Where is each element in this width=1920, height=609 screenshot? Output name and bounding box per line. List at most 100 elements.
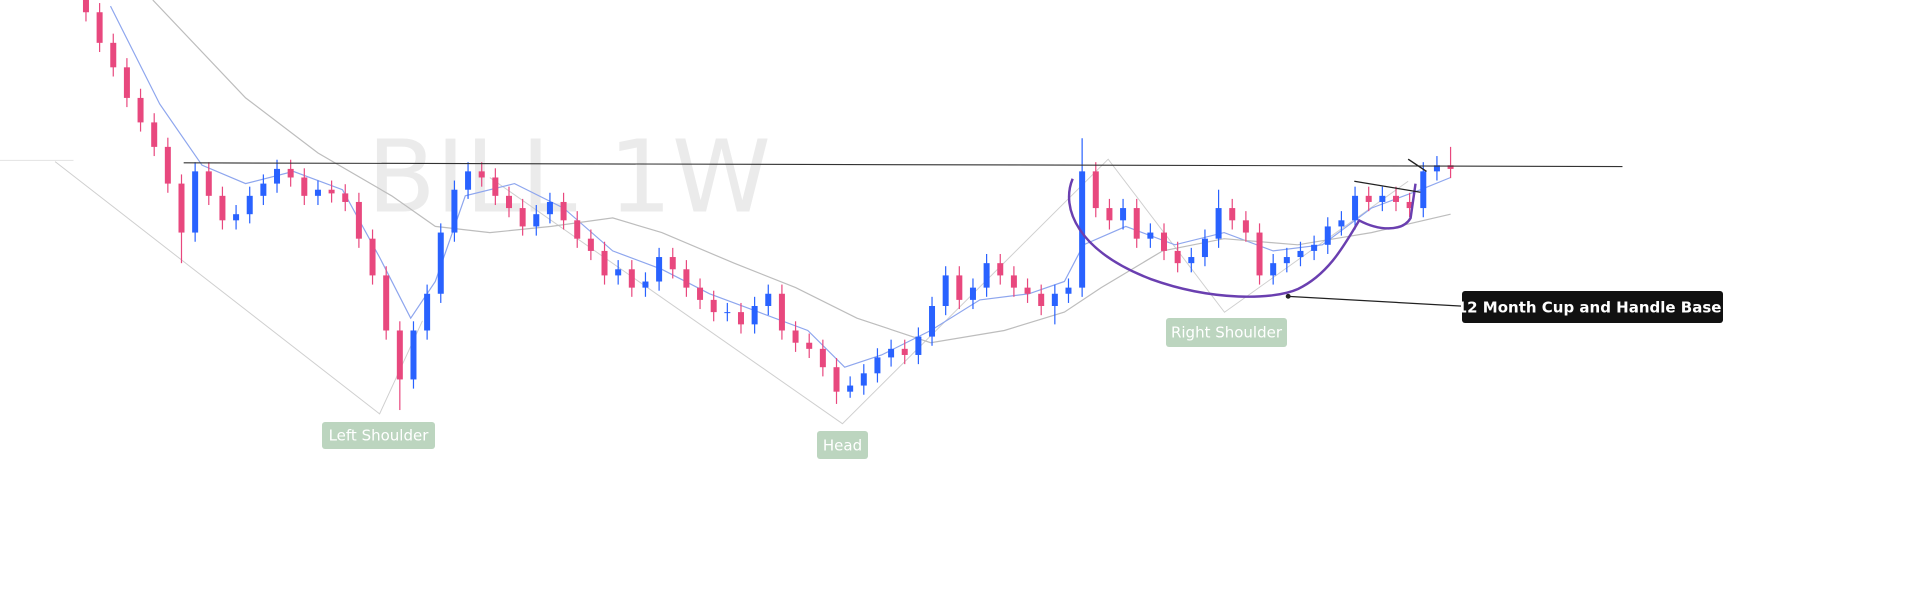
candle-body (1338, 220, 1345, 227)
candle-body (942, 275, 949, 306)
pointer-dot (1285, 293, 1291, 299)
candle-body (1433, 165, 1440, 172)
handle-line (1354, 180, 1421, 193)
candle-body (546, 201, 553, 215)
candle-body (901, 348, 908, 355)
candle-body (396, 330, 403, 380)
head-label: Head (823, 437, 862, 455)
candle-body (1051, 293, 1058, 306)
candle-body (478, 171, 485, 178)
candle-body (969, 287, 976, 300)
candle-body (424, 293, 431, 331)
watermark: BILL 1W (367, 118, 771, 235)
cup-curve (1067, 178, 1417, 298)
candle-body (1392, 195, 1399, 202)
candle-body (465, 171, 472, 190)
candle-body (96, 12, 103, 43)
candle-body (1324, 226, 1331, 245)
candle-body (410, 330, 417, 380)
callout-box (1462, 291, 1723, 323)
candle-body (560, 201, 567, 221)
callout-text: 12 Month Cup and Handle Base! (1457, 299, 1729, 317)
candle-body (1420, 171, 1427, 209)
candle-body (847, 385, 854, 392)
candle-body (369, 238, 376, 276)
candle-body (983, 263, 990, 288)
candle-body (888, 348, 895, 358)
candle-body (874, 357, 881, 374)
candle-body (151, 122, 158, 147)
candle-body (697, 287, 704, 300)
candle-body (1215, 208, 1222, 239)
pattern-lines (0, 158, 1409, 425)
candle-body (505, 195, 512, 209)
candle-body (1147, 232, 1154, 239)
candle-body (765, 293, 772, 306)
candle-body (178, 183, 185, 233)
candle-body (1120, 208, 1127, 221)
candle-body (274, 168, 281, 184)
candle-body (1447, 165, 1454, 169)
candle-body (123, 67, 130, 98)
candle-body (642, 281, 649, 288)
candle-body (792, 330, 799, 343)
candle-body (1038, 293, 1045, 306)
candle-body (929, 306, 936, 337)
candle-body (246, 195, 253, 215)
candle-body (656, 257, 663, 282)
candle-body (355, 201, 362, 239)
label-box (322, 422, 435, 449)
candle-body (328, 189, 335, 194)
candle-body (669, 257, 676, 270)
callout-pointer (1288, 295, 1463, 307)
marks (82, 0, 1454, 411)
candle-body (833, 367, 840, 392)
candle-body (342, 193, 349, 202)
candle-body (1297, 250, 1304, 258)
candle-body (1079, 171, 1086, 288)
candle-body (219, 195, 226, 221)
candle-body (1188, 257, 1195, 264)
candle-body (997, 263, 1004, 276)
candle-body (806, 342, 813, 349)
label-box (817, 431, 868, 459)
candle-body (574, 220, 581, 239)
candle-body (1229, 208, 1236, 221)
candle-body (1270, 263, 1277, 276)
candle-body (192, 171, 199, 233)
right-shoulder-label: Right Shoulder (1171, 324, 1283, 342)
moving-average (152, 0, 1451, 344)
candle-body (519, 208, 526, 227)
candle-body (383, 275, 390, 331)
candle-body (1365, 195, 1372, 202)
candle-body (205, 171, 212, 196)
candle-body (110, 42, 117, 68)
candle-body (915, 336, 922, 355)
candle-body (778, 293, 785, 331)
candle-body (314, 189, 321, 196)
shoulder-line (54, 161, 423, 415)
left-shoulder-label: Left Shoulder (329, 427, 430, 445)
candle-body (1283, 257, 1290, 264)
candle-body (164, 146, 171, 184)
candle-body (1065, 287, 1072, 294)
candle-body (601, 250, 608, 276)
candle-body (1010, 275, 1017, 288)
candle-body (533, 214, 540, 227)
candle-body (1024, 287, 1031, 294)
candle-body (437, 232, 444, 294)
candle-body (451, 189, 458, 233)
candle-body (260, 183, 267, 196)
candle-body (1379, 195, 1386, 202)
candle-body (1311, 244, 1318, 251)
candle-body (956, 275, 963, 300)
arrow-line (1407, 158, 1427, 173)
neckline (183, 162, 1623, 168)
candle-body (1406, 201, 1413, 209)
candle-body (860, 373, 867, 386)
candle-body (737, 312, 744, 325)
candle-body (1201, 238, 1208, 258)
candle-body (1133, 208, 1140, 239)
